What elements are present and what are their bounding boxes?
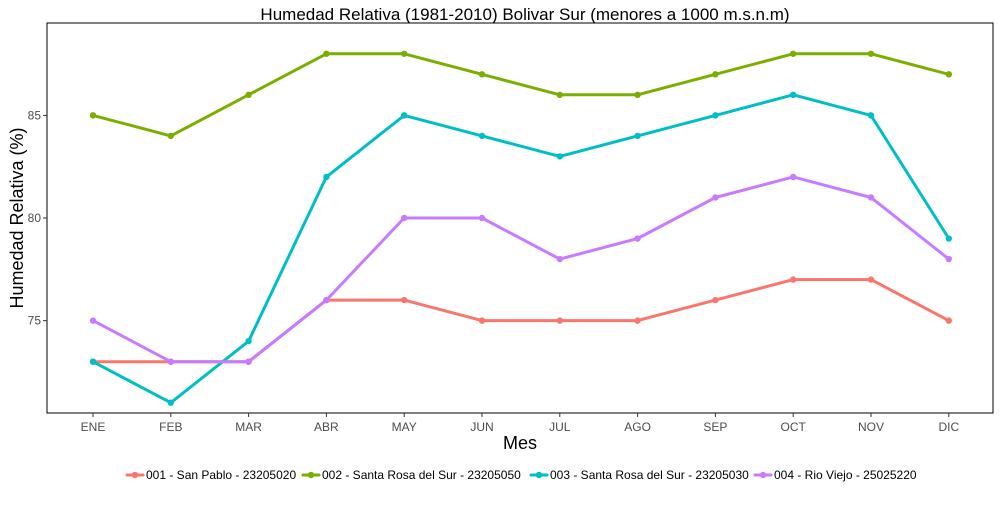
data-point <box>634 317 641 324</box>
x-tick-label: AGO <box>624 420 651 434</box>
data-point <box>478 214 486 222</box>
data-point <box>478 71 486 78</box>
data-point <box>401 50 408 57</box>
x-tick-label: FEB <box>159 420 182 434</box>
data-point <box>167 399 174 406</box>
x-axis-label: Mes <box>503 433 537 453</box>
y-tick-label: 75 <box>28 314 42 328</box>
data-point <box>245 337 252 345</box>
data-point <box>712 112 719 119</box>
x-tick-label: OCT <box>781 420 807 434</box>
x-tick-label: JUL <box>549 420 571 434</box>
series-3 <box>89 91 952 406</box>
data-point <box>790 91 797 99</box>
data-point <box>712 71 719 78</box>
x-tick-label: NOV <box>858 420 884 434</box>
x-tick-label: MAY <box>392 420 417 434</box>
data-point <box>245 358 252 365</box>
data-point <box>634 91 641 99</box>
legend-item: 001 - San Pablo - 23205020 <box>125 468 296 482</box>
legend-item: 004 - Rio Viejo - 25025220 <box>753 468 917 482</box>
data-point <box>712 194 719 201</box>
legend-key-point <box>131 471 139 479</box>
y-axis-label: Humedad Relativa (%) <box>7 127 27 308</box>
x-tick-label: JUN <box>470 420 493 434</box>
data-point <box>945 317 952 324</box>
data-point <box>89 112 97 119</box>
data-point <box>323 173 330 181</box>
data-point <box>867 276 875 283</box>
legend-label: 001 - San Pablo - 23205020 <box>146 468 296 482</box>
data-point <box>790 173 797 181</box>
series-line <box>91 93 951 405</box>
data-point <box>401 214 408 222</box>
data-point <box>945 235 952 242</box>
data-point <box>867 112 875 119</box>
y-tick-label: 80 <box>28 211 42 225</box>
series-line <box>91 52 951 138</box>
data-point <box>556 255 563 263</box>
data-point <box>556 153 563 160</box>
data-point <box>790 276 797 283</box>
legend-item: 002 - Santa Rosa del Sur - 23205050 <box>301 468 521 482</box>
y-axis: 75 80 85 <box>28 108 47 328</box>
data-point <box>556 91 563 99</box>
legend: 001 - San Pablo - 23205020 002 - Santa Ro… <box>125 468 917 482</box>
data-point <box>167 132 174 140</box>
data-point <box>167 358 174 365</box>
data-point <box>945 71 952 78</box>
x-tick-label: ENE <box>81 420 106 434</box>
data-point <box>323 296 330 304</box>
data-point <box>323 50 330 57</box>
data-point <box>634 132 641 140</box>
legend-label: 002 - Santa Rosa del Sur - 23205050 <box>322 468 521 482</box>
x-tick-label: SEP <box>703 420 727 434</box>
x-tick-label: DIC <box>938 420 959 434</box>
series-line <box>91 175 951 364</box>
data-point <box>89 358 97 365</box>
legend-key-point <box>535 471 543 479</box>
series-layer <box>89 50 952 406</box>
series-4 <box>89 173 952 365</box>
series-2 <box>89 50 952 140</box>
x-tick-label: MAR <box>235 420 262 434</box>
plot-panel <box>46 22 994 414</box>
legend-key-point <box>759 471 767 479</box>
x-axis: ENE FEB MAR ABR MAY JUN JUL AGO SEP OCT NOV DIC <box>81 413 959 434</box>
data-point <box>790 50 797 57</box>
data-point <box>89 317 97 324</box>
data-point <box>245 91 252 99</box>
data-point <box>401 296 408 304</box>
legend-item: 003 - Santa Rosa del Sur - 23205030 <box>529 468 749 482</box>
data-point <box>478 132 486 140</box>
x-tick-label: ABR <box>314 420 339 434</box>
data-point <box>945 255 952 263</box>
data-point <box>556 317 563 324</box>
data-point <box>478 317 486 324</box>
data-point <box>712 296 719 304</box>
chart-title: Humedad Relativa (1981-2010) Bolivar Sur… <box>260 5 789 24</box>
data-point <box>634 235 641 242</box>
legend-key-point <box>307 471 315 479</box>
y-tick-label: 85 <box>28 108 42 122</box>
legend-label: 004 - Rio Viejo - 25025220 <box>774 468 917 482</box>
legend-label: 003 - Santa Rosa del Sur - 23205030 <box>550 468 749 482</box>
data-point <box>867 50 875 57</box>
data-point <box>401 112 408 119</box>
data-point <box>867 194 875 201</box>
